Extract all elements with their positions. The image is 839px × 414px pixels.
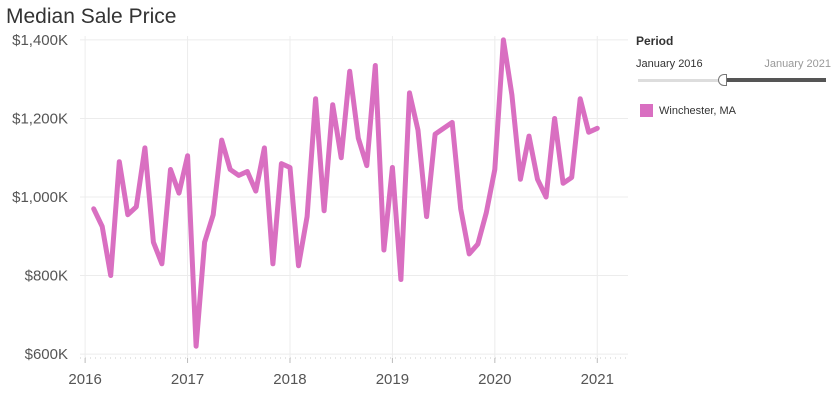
y-axis: $600K $800K $1,000K $1,200K $1,400K [12, 32, 68, 363]
period-range-labels: January 2016 January 2021 [636, 58, 831, 70]
x-tick-label: 2021 [581, 371, 614, 388]
x-tick-label: 2016 [68, 371, 101, 388]
range-start-label: January 2016 [636, 58, 703, 70]
legend-swatch [640, 104, 653, 117]
x-tick-label: 2017 [171, 371, 204, 388]
period-slider[interactable] [638, 74, 826, 86]
series-lines [91, 37, 600, 349]
x-tick-label: 2018 [273, 371, 306, 388]
chart-title: Median Sale Price [6, 5, 177, 28]
y-tick-label: $1,200K [12, 110, 68, 127]
y-tick-label: $1,000K [12, 189, 68, 206]
y-tick-label: $1,400K [12, 32, 68, 49]
x-tick-label: 2019 [376, 371, 409, 388]
legend-label: Winchester, MA [659, 104, 737, 117]
slider-selected-range [720, 78, 826, 82]
legend[interactable]: Winchester, MA [636, 104, 836, 117]
series-line-winchester[interactable] [91, 37, 600, 349]
filter-panel: Period January 2016 January 2021 Winches… [636, 34, 836, 117]
x-tick-label: 2020 [478, 371, 511, 388]
period-label: Period [636, 34, 674, 48]
y-tick-label: $800K [25, 268, 68, 285]
x-axis: 2016 2017 2018 2019 2020 2021 [68, 357, 628, 388]
slider-handle[interactable] [718, 74, 727, 86]
y-tick-label: $600K [25, 346, 68, 363]
range-end-label: January 2021 [764, 58, 831, 70]
